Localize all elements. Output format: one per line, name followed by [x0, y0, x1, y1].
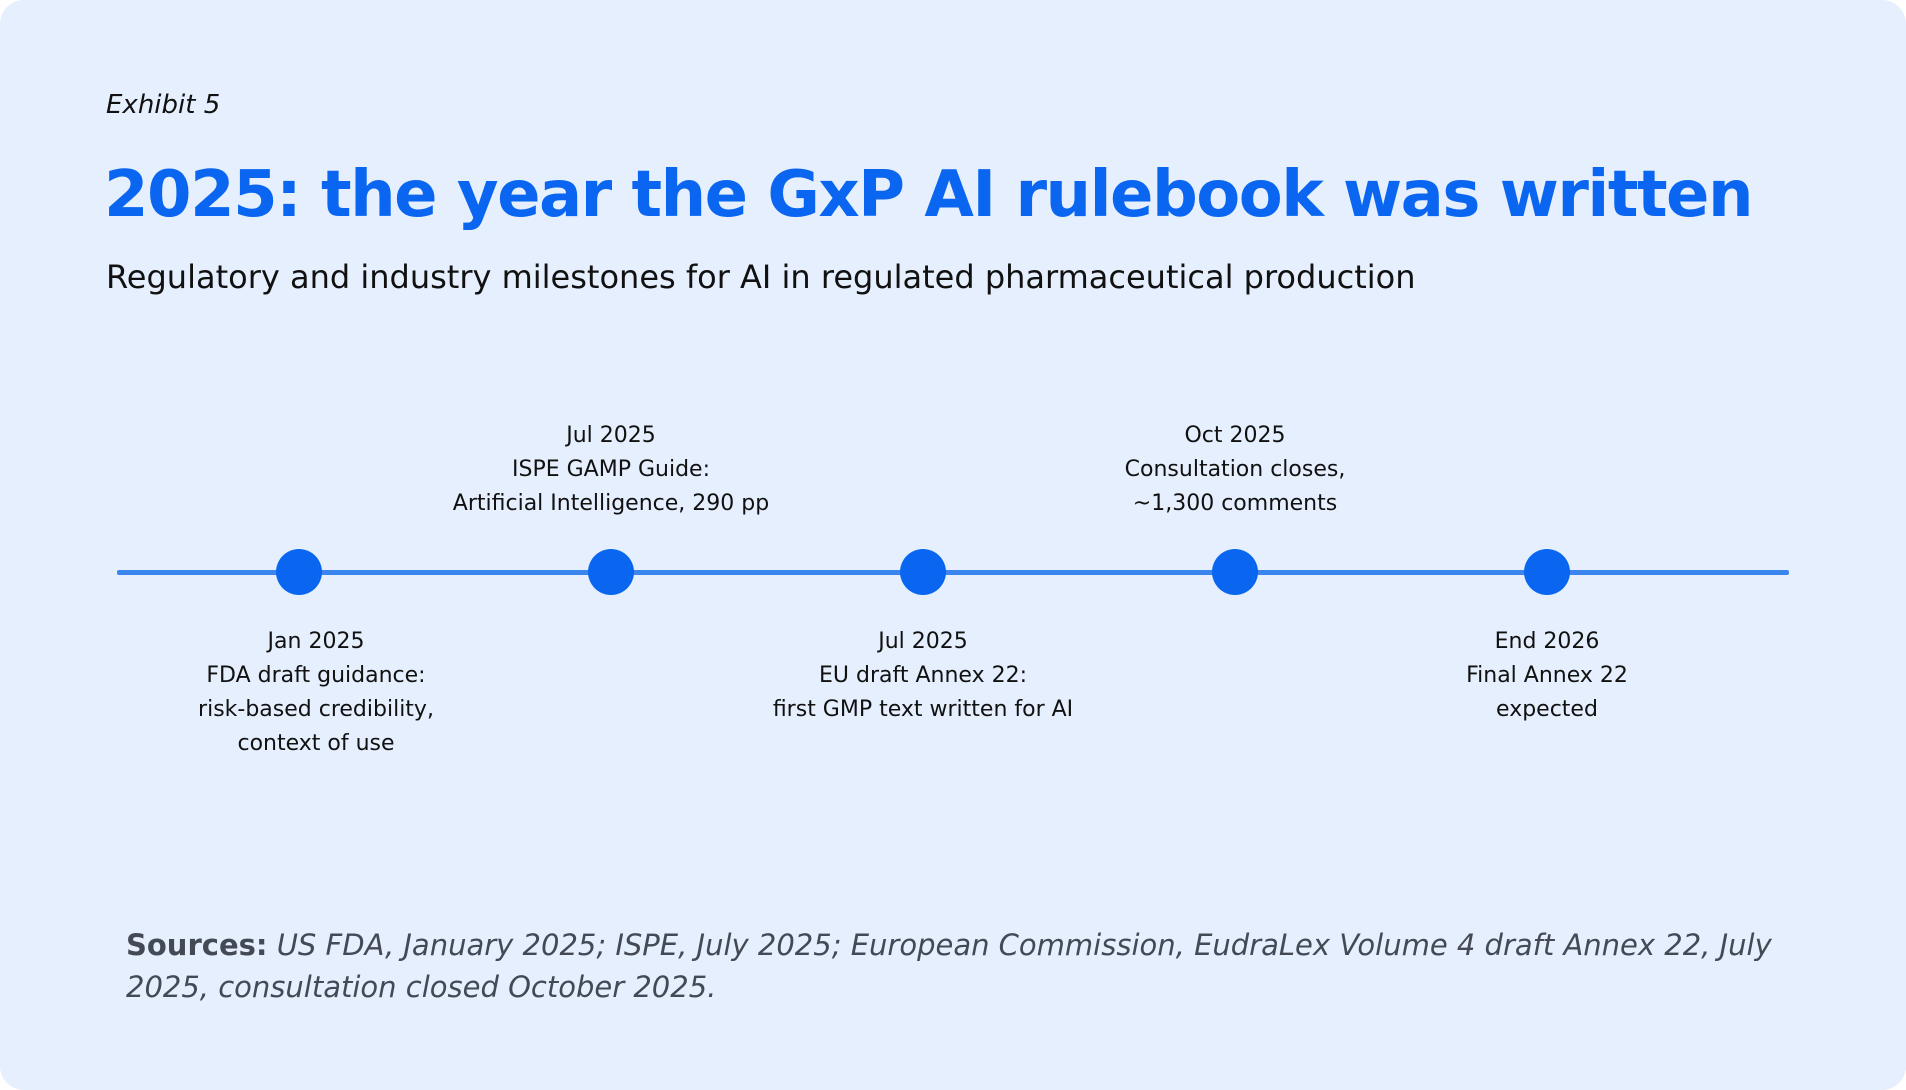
page-subtitle: Regulatory and industry milestones for A… — [106, 258, 1416, 296]
milestone-date: Jan 2025 — [267, 629, 365, 654]
exhibit-label: Exhibit 5 — [106, 90, 221, 120]
milestone-date: Jul 2025 — [878, 629, 968, 654]
milestone-label-4: Oct 2025 Consultation closes, ~1,300 com… — [1045, 419, 1425, 521]
milestone-marker-4 — [1212, 549, 1258, 595]
milestone-date: Jul 2025 — [566, 423, 656, 448]
milestone-line: Final Annex 22 — [1466, 663, 1628, 688]
milestone-date: Oct 2025 — [1184, 423, 1286, 448]
milestone-line: expected — [1496, 697, 1598, 722]
milestone-marker-5 — [1524, 549, 1570, 595]
milestone-label-1: Jan 2025 FDA draft guidance: risk-based … — [126, 625, 506, 761]
milestone-label-5: End 2026 Final Annex 22 expected — [1357, 625, 1737, 727]
milestone-marker-3 — [900, 549, 946, 595]
milestone-line: Artificial Intelligence, 290 pp — [452, 491, 770, 516]
sources-text: US FDA, January 2025; ISPE, July 2025; E… — [126, 928, 1772, 1004]
milestone-line: first GMP text written for AI — [772, 697, 1074, 722]
milestone-label-2: Jul 2025 ISPE GAMP Guide: Artificial Int… — [421, 419, 801, 521]
milestone-line: EU draft Annex 22: — [819, 663, 1027, 688]
milestone-line: context of use — [237, 731, 395, 756]
sources-label: Sources: — [126, 928, 268, 962]
milestone-marker-2 — [588, 549, 634, 595]
milestone-label-3: Jul 2025 EU draft Annex 22: first GMP te… — [733, 625, 1113, 727]
milestone-line: ISPE GAMP Guide: — [512, 457, 710, 482]
milestone-marker-1 — [276, 549, 322, 595]
page-title: 2025: the year the GxP AI rulebook was w… — [104, 158, 1754, 232]
milestone-line: ~1,300 comments — [1132, 491, 1338, 516]
milestone-line: Consultation closes, — [1124, 457, 1346, 482]
milestone-date: End 2026 — [1494, 629, 1600, 654]
sources-note: Sources: US FDA, January 2025; ISPE, Jul… — [126, 924, 1806, 1008]
milestone-line: risk-based credibility, — [198, 697, 434, 722]
milestone-line: FDA draft guidance: — [206, 663, 426, 688]
timeline-axis — [117, 570, 1789, 575]
